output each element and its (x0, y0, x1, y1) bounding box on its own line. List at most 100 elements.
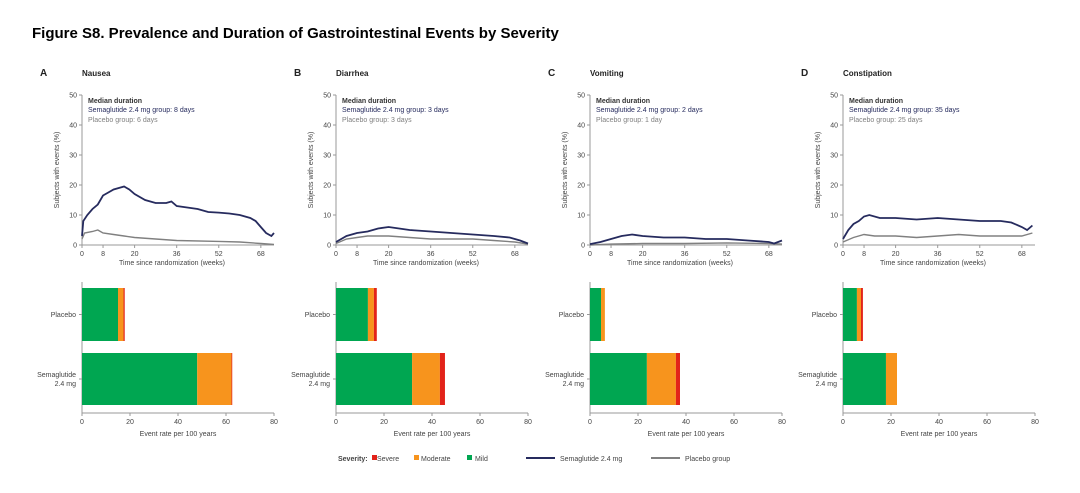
bar-category-label: Placebo (559, 312, 584, 319)
x-tick-label: 36 (173, 251, 181, 258)
y-axis-label: Subjects with events (%) (54, 132, 61, 209)
x-tick-label: 52 (469, 251, 477, 258)
y-tick-label: 0 (327, 243, 331, 250)
bar-x-tick-label: 0 (80, 419, 84, 426)
series-line-semaglutide (589, 233, 783, 245)
bar-x-tick-label: 20 (887, 419, 895, 426)
bar-segment-severe (231, 353, 233, 405)
bar-category-label: Semaglutide (37, 372, 76, 379)
legend-swatch-severe (372, 455, 377, 460)
x-tick-label: 8 (609, 251, 613, 258)
y-tick-label: 40 (323, 123, 331, 130)
x-tick-label: 0 (841, 251, 845, 258)
y-tick-label: 20 (323, 183, 331, 190)
annotation-heading: Median duration (88, 98, 142, 105)
y-tick-label: 30 (69, 153, 77, 160)
x-tick-label: 8 (101, 251, 105, 258)
bar-x-axis-label: Event rate per 100 years (648, 431, 725, 438)
bar-category-label: Semaglutide (798, 372, 837, 379)
legend-moderate: Moderate (421, 456, 451, 463)
bar-segment-severe (675, 353, 680, 405)
panel-title: Constipation (843, 69, 892, 78)
bar-segment-mild (590, 353, 647, 405)
bar-segment-mild (336, 288, 368, 341)
bar-x-axis-label: Event rate per 100 years (901, 431, 978, 438)
bar-segment-mild (82, 353, 198, 405)
bar-segment-moderate (856, 288, 861, 341)
bar-segment-mild (336, 353, 413, 405)
x-tick-label: 52 (723, 251, 731, 258)
x-tick-label: 8 (862, 251, 866, 258)
annotation-semaglutide: Semaglutide 2.4 mg group: 3 days (342, 107, 449, 114)
x-tick-label: 20 (385, 251, 393, 258)
x-tick-label: 20 (131, 251, 139, 258)
bar-category-label: Placebo (305, 312, 330, 319)
y-tick-label: 50 (830, 93, 838, 100)
bar-x-tick-label: 40 (174, 419, 182, 426)
panel-letter: D (801, 68, 808, 79)
bar-segment-moderate (367, 288, 374, 341)
series-line-placebo (81, 229, 275, 246)
x-axis-label: Time since randomization (weeks) (119, 260, 225, 267)
panel-letter: C (548, 68, 555, 79)
bar-segment-mild (843, 288, 857, 341)
y-tick-label: 50 (577, 93, 585, 100)
bar-segment-moderate (646, 353, 676, 405)
x-axis-label: Time since randomization (weeks) (373, 260, 479, 267)
annotation-semaglutide: Semaglutide 2.4 mg group: 8 days (88, 107, 195, 114)
bar-segment-mild (82, 288, 118, 341)
bar-x-tick-label: 0 (588, 419, 592, 426)
x-axis-label: Time since randomization (weeks) (627, 260, 733, 267)
bar-segment-moderate (118, 288, 124, 341)
x-tick-label: 8 (355, 251, 359, 258)
bar-x-tick-label: 20 (126, 419, 134, 426)
y-tick-label: 50 (69, 93, 77, 100)
bar-segment-moderate (412, 353, 440, 405)
x-tick-label: 68 (511, 251, 519, 258)
bar-x-tick-label: 80 (778, 419, 786, 426)
bar-segment-moderate (601, 288, 605, 341)
bar-x-axis-label: Event rate per 100 years (394, 431, 471, 438)
x-tick-label: 20 (639, 251, 647, 258)
bar-segment-severe (861, 288, 863, 341)
panel-title: Nausea (82, 69, 111, 78)
bar-segment-moderate (197, 353, 232, 405)
y-tick-label: 0 (834, 243, 838, 250)
series-line-placebo (589, 242, 783, 246)
bar-category-label: Semaglutide (291, 372, 330, 379)
y-tick-label: 40 (830, 123, 838, 130)
annotation-placebo: Placebo group: 3 days (342, 117, 412, 124)
annotation-heading: Median duration (849, 98, 903, 105)
y-tick-label: 0 (581, 243, 585, 250)
y-tick-label: 20 (830, 183, 838, 190)
bar-category-label: Semaglutide (545, 372, 584, 379)
bar-segment-moderate (885, 353, 897, 405)
bar-x-tick-label: 60 (983, 419, 991, 426)
bar-x-tick-label: 80 (1031, 419, 1039, 426)
annotation-semaglutide: Semaglutide 2.4 mg group: 35 days (849, 107, 960, 114)
y-axis-label: Subjects with events (%) (562, 132, 569, 209)
panel-letter: B (294, 68, 301, 79)
annotation-semaglutide: Semaglutide 2.4 mg group: 2 days (596, 107, 703, 114)
y-tick-label: 10 (323, 213, 331, 220)
x-axis-label: Time since randomization (weeks) (880, 260, 986, 267)
bar-category-label: Placebo (812, 312, 837, 319)
bar-category-label: 2.4 mg (563, 381, 585, 388)
series-line-placebo (842, 232, 1033, 243)
x-tick-label: 36 (427, 251, 435, 258)
y-tick-label: 30 (830, 153, 838, 160)
annotation-placebo: Placebo group: 6 days (88, 117, 158, 124)
y-tick-label: 40 (69, 123, 77, 130)
annotation-placebo: Placebo group: 1 day (596, 117, 663, 124)
annotation-heading: Median duration (342, 98, 396, 105)
legend-swatch-mild (467, 455, 472, 460)
x-tick-label: 52 (215, 251, 223, 258)
y-tick-label: 10 (830, 213, 838, 220)
x-tick-label: 68 (765, 251, 773, 258)
legend-placebo: Placebo group (685, 456, 730, 463)
annotation-placebo: Placebo group: 25 days (849, 117, 923, 124)
bar-category-label: 2.4 mg (309, 381, 331, 388)
y-tick-label: 10 (69, 213, 77, 220)
bar-x-tick-label: 60 (222, 419, 230, 426)
